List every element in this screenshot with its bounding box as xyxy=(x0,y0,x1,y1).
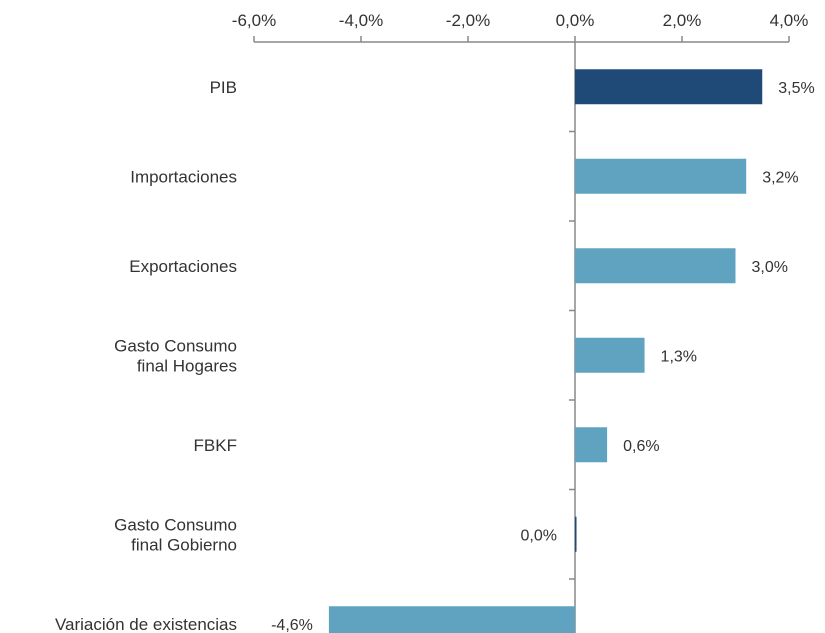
bar xyxy=(575,516,577,552)
label-layer: PIB 3,5% Importaciones 3,2% Exportaciones 3,0… xyxy=(55,78,815,633)
data-label: 0,0% xyxy=(521,527,557,544)
category-label: PIB xyxy=(210,78,237,97)
bar xyxy=(575,158,747,194)
bar xyxy=(328,606,575,633)
bar xyxy=(575,337,645,373)
axis-layer: -6,0% -4,0% -2,0% 0,0% 2,0% 4,0% xyxy=(232,11,809,633)
x-tick-label: 0,0% xyxy=(556,11,595,30)
data-label: 0,6% xyxy=(623,438,659,455)
category-label: Variación de existencias xyxy=(55,615,237,633)
category-label-line: final Gobierno xyxy=(131,535,237,554)
category-label-line: Gasto Consumo xyxy=(114,336,237,355)
category-label-line: Importaciones xyxy=(130,167,237,186)
data-label: -4,6% xyxy=(271,617,313,633)
x-tick-label: 4,0% xyxy=(770,11,809,30)
x-tick-label: -2,0% xyxy=(446,11,490,30)
data-label: 3,2% xyxy=(762,169,798,186)
category-label: FBKF xyxy=(194,436,237,455)
data-label: 3,0% xyxy=(752,259,788,276)
x-tick-label: -4,0% xyxy=(339,11,383,30)
bar xyxy=(575,69,763,105)
bar xyxy=(575,248,736,284)
category-label-line: Gasto Consumo xyxy=(114,515,237,534)
bar xyxy=(575,427,608,463)
category-label-line: Variación de existencias xyxy=(55,615,237,633)
x-tick-label: -6,0% xyxy=(232,11,276,30)
category-label-line: final Hogares xyxy=(137,356,237,375)
category-label: Gasto Consumo final Gobierno xyxy=(114,515,237,554)
x-tick-label: 2,0% xyxy=(663,11,702,30)
category-label: Exportaciones xyxy=(129,257,237,276)
category-label: Gasto Consumo final Hogares xyxy=(114,336,237,375)
category-label-line: Exportaciones xyxy=(129,257,237,276)
category-label: Importaciones xyxy=(130,167,237,186)
data-label: 3,5% xyxy=(778,80,814,97)
data-label: 1,3% xyxy=(661,348,697,365)
category-label-line: PIB xyxy=(210,78,237,97)
category-label-line: FBKF xyxy=(194,436,237,455)
bar-layer xyxy=(328,69,763,633)
